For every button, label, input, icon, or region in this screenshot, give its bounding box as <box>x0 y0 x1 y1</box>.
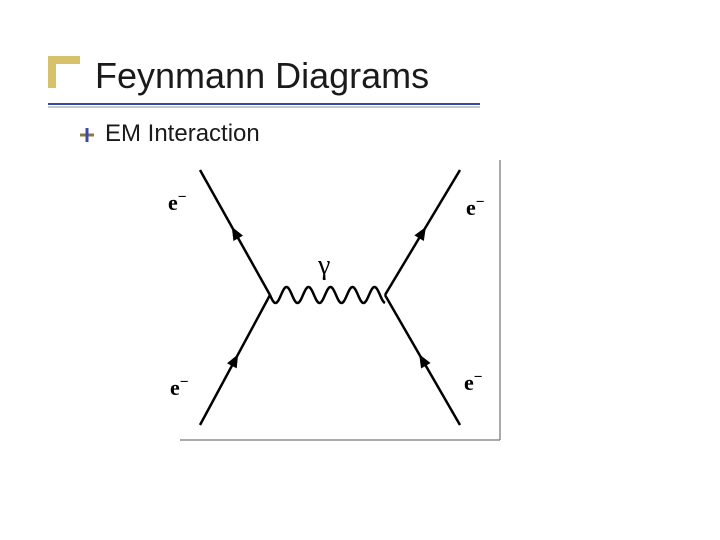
label-e-top-left: e− <box>168 190 187 216</box>
feynman-diagram: e− e− e− e− γ <box>140 150 510 450</box>
slide-subtitle: EM Interaction <box>105 120 260 148</box>
subtitle-bullet-icon <box>80 128 94 142</box>
label-e-bottom-left: e− <box>170 375 189 401</box>
label-gamma: γ <box>318 250 330 282</box>
label-e-top-right: e− <box>466 195 485 221</box>
photon-propagator <box>270 287 385 303</box>
slide: Feynmann Diagrams EM Interaction e−e−e−e… <box>0 0 720 540</box>
arrowhead-icon <box>414 227 426 241</box>
label-e-bottom-right: e− <box>464 370 483 396</box>
